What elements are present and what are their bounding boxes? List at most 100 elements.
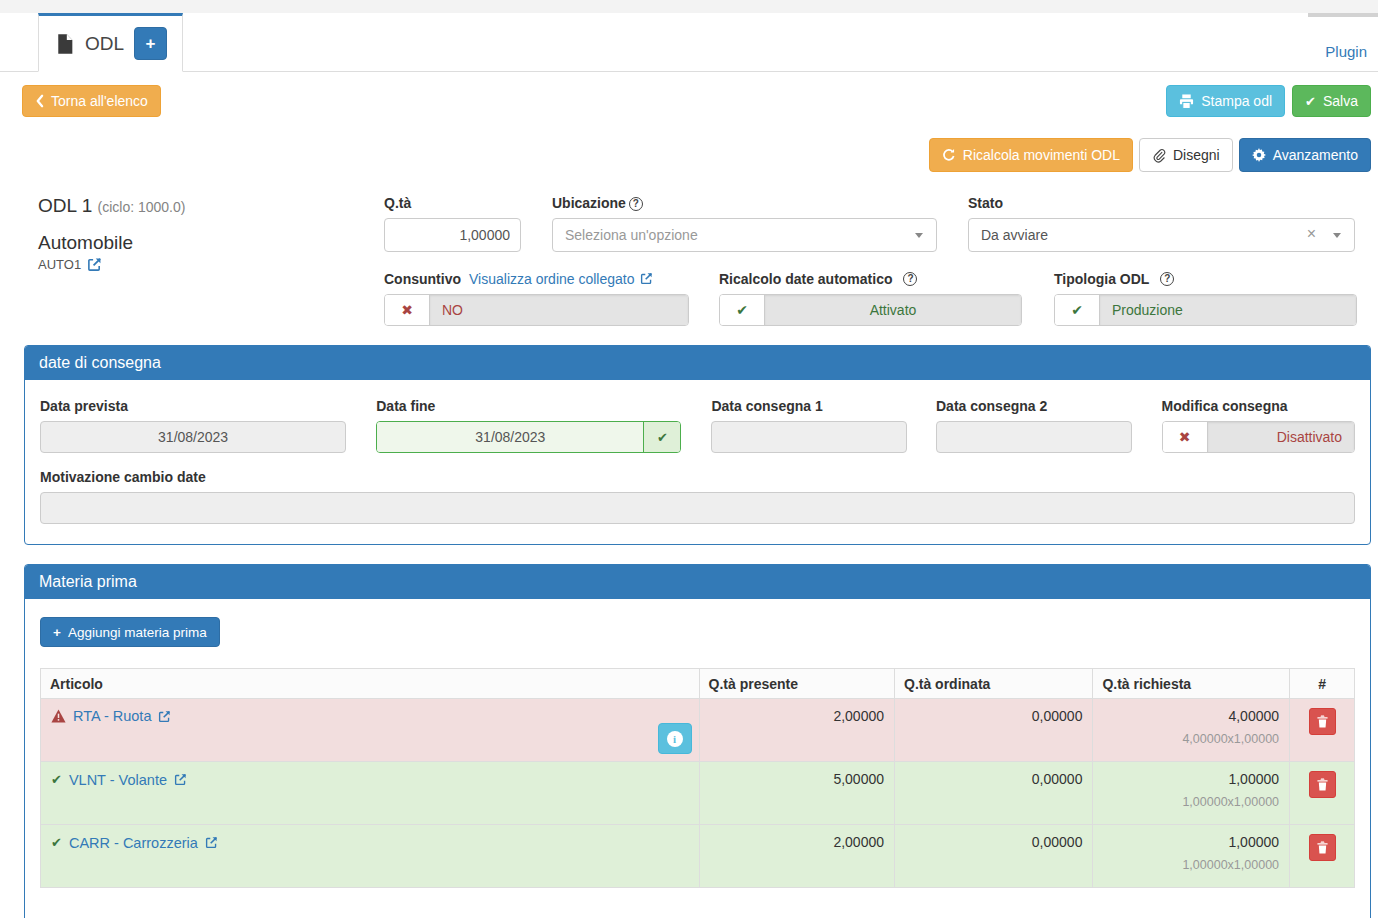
qta-input[interactable] — [384, 218, 521, 252]
external-link-icon — [174, 773, 187, 786]
qta-richiesta-detail: 4,00000x1,00000 — [1103, 732, 1279, 746]
external-link-icon — [640, 272, 653, 285]
recalc-movements-label: Ricalcola movimenti ODL — [963, 147, 1120, 163]
back-to-list-button[interactable]: Torna all'elenco — [22, 85, 161, 117]
progress-label: Avanzamento — [1273, 147, 1358, 163]
ricalcolo-value: Attivato — [765, 295, 1021, 325]
materials-panel: Materia prima + Aggiungi materia prima A… — [24, 564, 1371, 918]
modifica-consegna-toggle[interactable]: ✖ Disattivato — [1162, 421, 1356, 453]
top-strip — [0, 0, 1378, 13]
delete-row-button[interactable] — [1309, 771, 1336, 798]
x-icon[interactable]: ✖ — [385, 295, 430, 325]
help-icon: ? — [1160, 272, 1174, 286]
add-material-button[interactable]: + Aggiungi materia prima — [40, 617, 220, 647]
check-icon: ✔ — [51, 772, 62, 787]
trash-icon — [1317, 778, 1328, 791]
ubicazione-placeholder: Seleziona un'opzione — [565, 227, 698, 243]
x-icon[interactable]: ✖ — [1163, 422, 1208, 452]
external-link-icon — [205, 836, 218, 849]
col-header-richiesta: Q.tà richiesta — [1093, 669, 1290, 699]
table-row: ✔ VLNT - Volante 5,00000 0,00000 1,00000 — [41, 762, 1355, 825]
chevron-down-icon — [915, 233, 923, 238]
delete-row-button[interactable] — [1309, 708, 1336, 735]
linked-order-link[interactable]: Visualizza ordine collegato — [469, 271, 653, 287]
delivery-dates-panel: date di consegna Data prevista Data fine… — [24, 345, 1371, 545]
print-odl-label: Stampa odl — [1201, 93, 1272, 109]
tipologia-toggle[interactable]: ✔ Produzione — [1054, 294, 1357, 326]
motivazione-input — [40, 492, 1355, 524]
consuntivo-value: NO — [430, 295, 688, 325]
back-to-list-label: Torna all'elenco — [51, 93, 148, 109]
data-fine-input[interactable] — [377, 422, 643, 452]
print-odl-button[interactable]: Stampa odl — [1166, 85, 1285, 117]
delete-row-button[interactable] — [1309, 834, 1336, 861]
qta-richiesta-detail: 1,00000x1,00000 — [1103, 858, 1279, 872]
qta-ordinata-cell: 0,00000 — [895, 825, 1093, 888]
top-scrollbar-thumb[interactable] — [1308, 13, 1378, 17]
col-header-presente: Q.tà presente — [699, 669, 894, 699]
main-content: Torna all'elenco Stampa odl ✔ Salva Rica… — [0, 72, 1378, 918]
materials-table: Articolo Q.tà presente Q.tà ordinata Q.t… — [40, 668, 1355, 888]
modifica-consegna-value: Disattivato — [1208, 422, 1355, 452]
ubicazione-label: Ubicazione? — [552, 195, 937, 211]
qta-presente-cell: 2,00000 — [699, 699, 894, 762]
tab-bar: ODL + Plugin — [0, 13, 1378, 72]
file-icon — [55, 33, 75, 55]
plus-icon: + — [53, 625, 61, 640]
info-icon: i — [667, 731, 683, 747]
data-consegna1-label: Data consegna 1 — [711, 398, 907, 414]
consuntivo-label: Consuntivo — [384, 271, 461, 287]
tab-odl[interactable]: ODL + — [38, 13, 183, 72]
materials-panel-title: Materia prima — [25, 565, 1370, 599]
info-button[interactable]: i — [658, 723, 692, 754]
help-icon: ? — [629, 197, 643, 211]
article-link[interactable]: ✔ VLNT - Volante — [51, 772, 187, 788]
qta-richiesta-detail: 1,00000x1,00000 — [1103, 795, 1279, 809]
consuntivo-toggle[interactable]: ✖ NO — [384, 294, 689, 326]
article-link[interactable]: RTA - Ruota — [51, 708, 171, 724]
drawings-button[interactable]: Disegni — [1139, 138, 1233, 172]
product-name: Automobile — [38, 232, 384, 254]
order-cycle: (ciclo: 1000.0) — [98, 199, 186, 215]
recalc-movements-button[interactable]: Ricalcola movimenti ODL — [929, 138, 1133, 172]
qta-richiesta-value: 1,00000 — [1103, 771, 1279, 787]
stato-value: Da avviare — [981, 227, 1048, 243]
confirm-date-button[interactable]: ✔ — [643, 422, 680, 452]
col-header-articolo: Articolo — [41, 669, 700, 699]
delivery-panel-title: date di consegna — [25, 346, 1370, 380]
clear-icon[interactable]: × — [1307, 225, 1316, 243]
external-link-icon[interactable] — [87, 257, 102, 272]
order-info: ODL 1 (ciclo: 1000.0) Automobile AUTO1 — [38, 195, 384, 250]
tipologia-value: Produzione — [1100, 295, 1356, 325]
check-icon[interactable]: ✔ — [720, 295, 765, 325]
table-row: ✔ CARR - Carrozzeria 2,00000 0,00000 1,0… — [41, 825, 1355, 888]
data-prevista-label: Data prevista — [40, 398, 346, 414]
table-row: RTA - Ruota i 2,00000 0,00000 4,00000 4, — [41, 699, 1355, 762]
check-icon: ✔ — [51, 835, 62, 850]
ricalcolo-label: Ricalcolo date automatico — [719, 271, 892, 287]
article-link[interactable]: ✔ CARR - Carrozzeria — [51, 835, 218, 851]
ricalcolo-toggle[interactable]: ✔ Attivato — [719, 294, 1022, 326]
chevron-left-icon — [35, 94, 44, 108]
data-consegna1-input — [711, 421, 907, 453]
ubicazione-select[interactable]: Seleziona un'opzione — [552, 218, 937, 252]
progress-button[interactable]: Avanzamento — [1239, 138, 1371, 172]
stato-select[interactable]: Da avviare × — [968, 218, 1355, 252]
refresh-icon — [942, 148, 956, 162]
chevron-down-icon — [1333, 233, 1341, 238]
trash-icon — [1317, 715, 1328, 728]
col-header-ordinata: Q.tà ordinata — [895, 669, 1093, 699]
qta-presente-cell: 5,00000 — [699, 762, 894, 825]
check-icon: ✔ — [657, 430, 668, 445]
save-button[interactable]: ✔ Salva — [1292, 85, 1371, 117]
printer-icon — [1179, 94, 1194, 109]
order-number: ODL 1 — [38, 195, 92, 216]
drawings-label: Disegni — [1173, 147, 1220, 163]
qta-richiesta-value: 1,00000 — [1103, 834, 1279, 850]
qta-presente-cell: 2,00000 — [699, 825, 894, 888]
tab-odl-label: ODL — [85, 33, 124, 55]
check-icon[interactable]: ✔ — [1055, 295, 1100, 325]
plugin-link[interactable]: Plugin — [1325, 43, 1367, 60]
trash-icon — [1317, 841, 1328, 854]
add-tab-button[interactable]: + — [134, 27, 167, 60]
